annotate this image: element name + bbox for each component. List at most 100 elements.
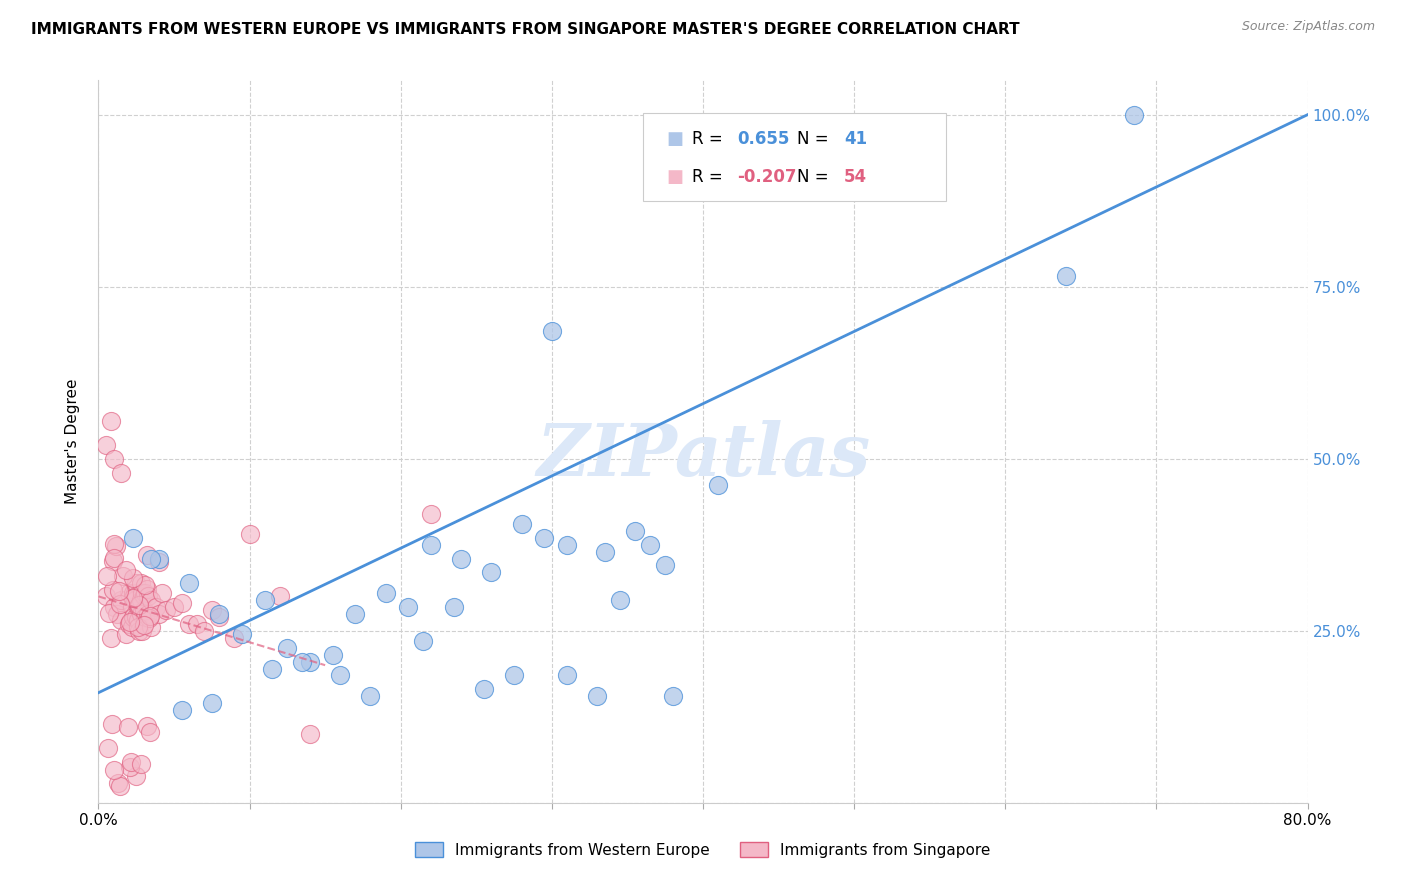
Point: [1122, 108, 1144, 122]
Point: [201, 696, 224, 710]
Point: [163, 599, 186, 614]
Point: [128, 599, 150, 614]
Point: [114, 627, 136, 641]
Point: [593, 544, 616, 558]
Point: [141, 551, 163, 566]
Point: [134, 586, 156, 600]
Point: [443, 599, 465, 614]
Point: [291, 655, 314, 669]
Text: R =: R =: [692, 168, 723, 186]
Point: [94, 590, 117, 604]
Point: [103, 537, 125, 551]
Point: [661, 689, 683, 703]
Point: [141, 592, 163, 607]
Point: [121, 620, 143, 634]
Point: [269, 590, 291, 604]
Point: [100, 631, 122, 645]
Point: [1054, 269, 1077, 284]
Text: 41: 41: [844, 130, 868, 148]
Point: [122, 610, 145, 624]
Point: [540, 325, 562, 339]
Point: [138, 611, 160, 625]
Point: [114, 563, 136, 577]
Point: [136, 607, 159, 621]
Point: [555, 538, 578, 552]
Point: [139, 725, 162, 739]
Point: [150, 586, 173, 600]
Point: [654, 558, 676, 573]
Point: [129, 592, 152, 607]
Point: [108, 584, 131, 599]
Point: [103, 451, 125, 466]
Text: ■: ■: [666, 168, 683, 186]
Point: [101, 553, 124, 567]
Point: [139, 608, 162, 623]
Point: [609, 592, 631, 607]
Point: [170, 703, 193, 717]
Point: [118, 759, 141, 773]
Point: [103, 551, 125, 566]
Point: [136, 718, 159, 732]
Point: [208, 607, 231, 621]
Point: [125, 768, 148, 782]
Point: [193, 624, 215, 638]
Point: [136, 590, 159, 604]
Point: [94, 438, 117, 452]
Point: [201, 603, 224, 617]
Point: [101, 582, 124, 597]
Point: [132, 590, 155, 604]
Point: [472, 682, 495, 697]
Point: [108, 597, 131, 611]
Point: [262, 662, 284, 676]
Point: [148, 607, 170, 621]
Point: [586, 689, 609, 703]
Point: [533, 531, 555, 545]
Point: [396, 599, 419, 614]
Point: [129, 757, 152, 772]
Point: [510, 517, 533, 532]
Text: 0.655: 0.655: [737, 130, 789, 148]
Point: [103, 764, 125, 778]
Point: [124, 586, 146, 600]
Point: [118, 616, 141, 631]
Point: [100, 414, 122, 428]
Point: [329, 668, 352, 682]
Point: [121, 599, 143, 614]
Point: [128, 598, 150, 612]
Point: [132, 603, 155, 617]
Point: [148, 551, 170, 566]
Text: 54: 54: [844, 168, 868, 186]
Point: [208, 610, 231, 624]
Point: [104, 539, 127, 553]
Point: [179, 616, 201, 631]
Point: [186, 616, 208, 631]
Point: [107, 776, 129, 790]
Text: R =: R =: [692, 130, 723, 148]
Point: [96, 569, 118, 583]
Point: [145, 599, 167, 614]
Point: [481, 566, 503, 580]
Point: [122, 586, 145, 600]
Point: [638, 538, 661, 552]
Point: [103, 599, 125, 614]
Point: [124, 592, 146, 607]
Point: [224, 631, 246, 645]
Point: [135, 548, 157, 562]
Point: [127, 619, 149, 633]
Point: [134, 578, 156, 592]
Point: [253, 592, 276, 607]
Point: [344, 607, 367, 621]
Text: IMMIGRANTS FROM WESTERN EUROPE VS IMMIGRANTS FROM SINGAPORE MASTER'S DEGREE CORR: IMMIGRANTS FROM WESTERN EUROPE VS IMMIGR…: [31, 22, 1019, 37]
Point: [131, 624, 153, 638]
Point: [131, 586, 153, 600]
Point: [120, 756, 142, 770]
Point: [322, 648, 344, 662]
Point: [420, 538, 443, 552]
Point: [110, 614, 132, 628]
Point: [707, 478, 730, 492]
Point: [118, 615, 141, 629]
Text: ZIPatlas: ZIPatlas: [536, 420, 870, 491]
Point: [129, 575, 152, 590]
Text: N =: N =: [797, 168, 830, 186]
Point: [231, 627, 253, 641]
